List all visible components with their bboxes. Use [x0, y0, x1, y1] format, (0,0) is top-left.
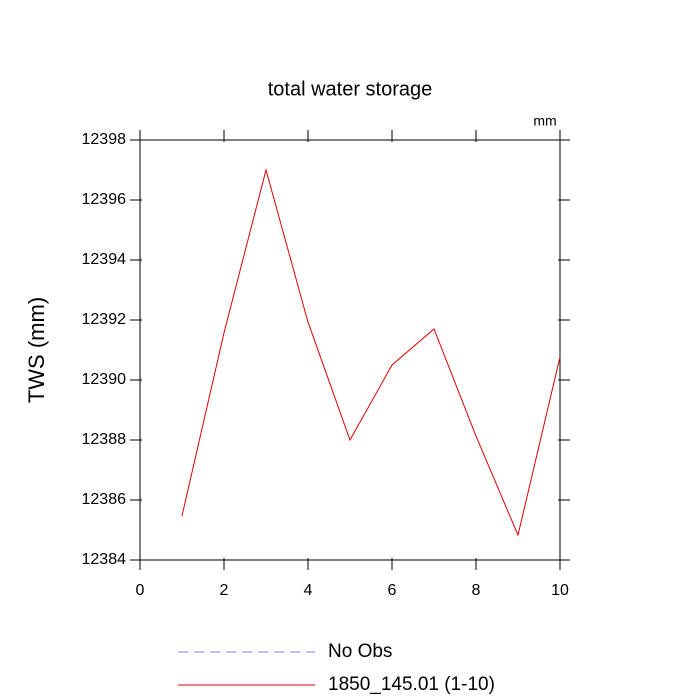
x-tick-label: 0 — [136, 582, 145, 599]
y-axis-label: TWS (mm) — [24, 297, 49, 403]
legend-label: 1850_145.01 (1-10) — [328, 674, 495, 695]
y-tick-label: 12394 — [82, 251, 127, 268]
plot-frame — [139, 139, 561, 561]
chart-title: total water storage — [268, 78, 433, 100]
x-tick-label: 10 — [551, 582, 569, 599]
y-tick-label: 12388 — [82, 431, 127, 448]
y-tick-label: 12392 — [82, 311, 127, 328]
y-tick-label: 12386 — [82, 491, 127, 508]
legend-label: No Obs — [328, 641, 392, 662]
x-tick-label: 2 — [220, 582, 229, 599]
x-tick-label: 6 — [388, 582, 397, 599]
x-tick-label: 4 — [304, 582, 313, 599]
y-tick-label: 12398 — [82, 131, 127, 148]
y-tick-label: 12396 — [82, 191, 127, 208]
x-tick-label: 8 — [472, 582, 481, 599]
y-tick-label: 12390 — [82, 371, 127, 388]
units-label: mm — [533, 113, 556, 129]
data-line — [181, 168, 561, 537]
y-tick-label: 12384 — [82, 551, 127, 568]
